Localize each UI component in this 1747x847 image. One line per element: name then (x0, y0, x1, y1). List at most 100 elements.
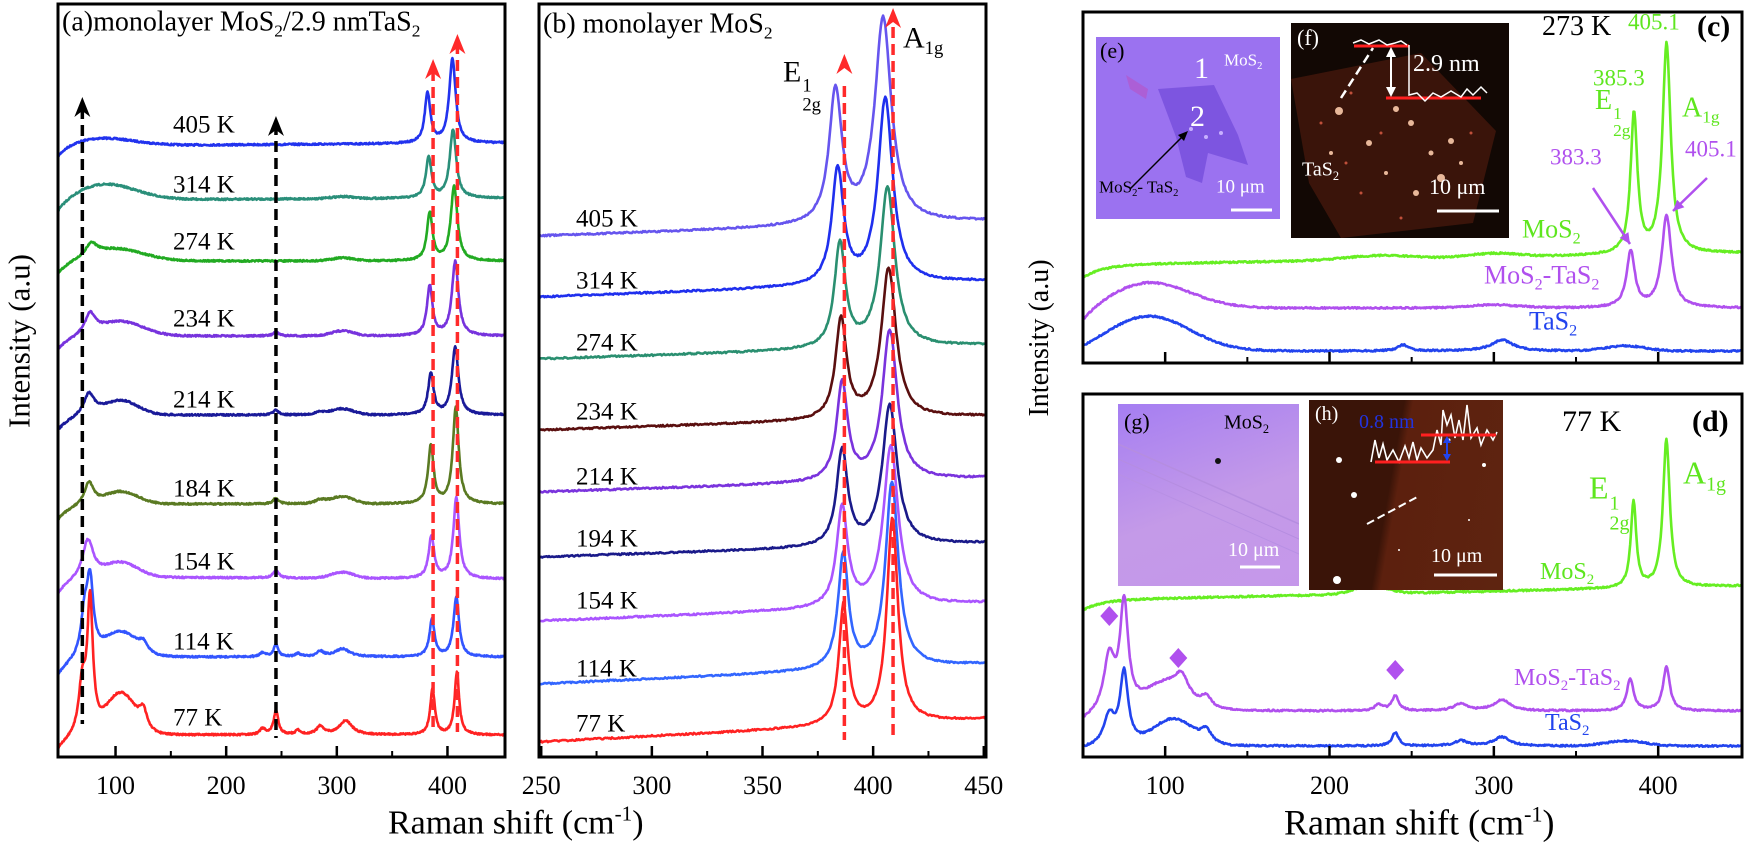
temperature-label: 154 K (576, 587, 638, 615)
mos2-a1g-value: 405.1 (1628, 9, 1680, 35)
inset-h-scale-label: 10 μm (1431, 545, 1483, 567)
spectrum-b-8 (539, 516, 986, 744)
spectrum-d-2 (1083, 666, 1742, 748)
x-tick-label: 400 (1638, 771, 1678, 800)
spectrum-a-0 (58, 56, 505, 158)
x-tick-label: 450 (964, 771, 1004, 800)
panel-c-e2g-label: E 1 2g (1595, 84, 1631, 140)
panel-c-a1g-label: A1g (1682, 92, 1720, 127)
x-tick-label: 200 (1310, 771, 1349, 800)
series-label-tas2-d: TaS2 (1545, 709, 1590, 740)
inset-g-scale-label: 10 μm (1228, 539, 1280, 561)
temperature-label: 214 K (576, 463, 638, 491)
guide-arrowhead-icon (74, 97, 91, 117)
y-axis-label-right: Intensity (a.u) (1024, 259, 1055, 417)
x-tick-label: 200 (206, 771, 246, 800)
annotation-arrow (1591, 187, 1632, 245)
temperature-label: 194 K (576, 525, 638, 553)
spectrum-a-8 (58, 588, 505, 750)
diamond-marker-icon (1386, 660, 1405, 680)
region-2-name: MoS2- TaS2 (1099, 177, 1179, 200)
spectrum-a-7 (58, 567, 505, 676)
series-label-mos2-d: MoS2 (1540, 558, 1595, 589)
series-label-tas2-c: TaS2 (1529, 306, 1578, 340)
spectrum-d-1 (1083, 593, 1742, 719)
mos2-e2g-value: 385.3 (1593, 65, 1645, 91)
inset-g-drawing (1118, 443, 1299, 569)
arrowhead-icon (1673, 199, 1685, 211)
hetero-a1g-value: 405.1 (1685, 136, 1737, 162)
spectrum-d-0 (1083, 437, 1742, 612)
panel-a-title: (a)monolayer MoS2/2.9 nmTaS2 (62, 6, 421, 41)
guide-arrowhead-icon (836, 54, 853, 74)
temperature-label: 154 K (173, 548, 235, 576)
panel-a-series (58, 56, 505, 750)
panel-d-label: (d) (1692, 405, 1729, 438)
step-height-0-8nm: 0.8 nm (1359, 411, 1415, 433)
inset-e-label: (e) (1100, 38, 1125, 63)
inset-g-label: (g) (1124, 409, 1150, 434)
spectrum-b-4 (539, 328, 986, 494)
temperature-label: 234 K (173, 305, 235, 333)
inset-h-label: (h) (1315, 403, 1339, 425)
panel-d-series (1083, 437, 1742, 748)
region-1-marker: 1 (1194, 52, 1209, 85)
x-tick-label: 300 (632, 771, 672, 800)
y-axis-label-left: Intensity (a.u) (1, 254, 37, 428)
x-tick-label: 100 (96, 771, 136, 800)
spectrum-c-2 (1083, 314, 1742, 353)
temperature-label: 184 K (173, 475, 235, 503)
x-tick-label: 100 (1145, 771, 1185, 800)
panel-b-frame (537, 2, 988, 759)
inset-f-afm-image: (f) 2.9 nm TaS2 10 μm (1291, 23, 1509, 238)
x-tick-label: 400 (427, 771, 467, 800)
panel-d-temperature: 77 K (1562, 405, 1622, 438)
spectrum-b-2 (539, 185, 986, 361)
a1g-label: A1g (903, 21, 944, 59)
spectrum-b-6 (539, 443, 986, 623)
spectrum-c-1 (1083, 213, 1742, 320)
spectrum-b-5 (539, 402, 986, 559)
temperature-label: 77 K (173, 704, 223, 732)
x-tick-label: 300 (1474, 771, 1514, 800)
spectrum-a-6 (58, 495, 505, 595)
guide-arrowhead-icon (267, 116, 284, 136)
guide-arrowhead-icon (885, 8, 902, 28)
spectrum-b-3 (539, 266, 986, 432)
inset-g-optical-image: (g) MoS2 10 μm (1118, 404, 1299, 586)
spectrum-c-0 (1083, 40, 1742, 280)
panel-c-temperature: 273 K (1542, 11, 1612, 42)
series-label-mos2-c: MoS2 (1522, 214, 1581, 248)
temperature-label: 77 K (576, 710, 626, 738)
inset-f-afm-drawing (1291, 39, 1499, 238)
x-tick-label: 400 (853, 771, 893, 800)
spectrum-b-0 (539, 14, 986, 238)
series-label-heterostructure-c: MoS2-TaS2 (1484, 260, 1600, 294)
guide-arrowhead-icon (449, 34, 466, 54)
temperature-label: 234 K (576, 398, 638, 426)
temperature-label: 114 K (576, 655, 637, 683)
diamond-marker-icon (1100, 606, 1119, 626)
spectrum-a-1 (58, 128, 505, 213)
inset-f-label: (f) (1297, 25, 1319, 50)
inset-e-optical-image: (e) 1 MoS2 2 MoS2- TaS2 10 μm (1096, 37, 1280, 219)
step-height-2-9nm: 2.9 nm (1413, 51, 1480, 77)
x-tick-label: 350 (743, 771, 782, 800)
series-label-heterostructure-d: MoS2-TaS2 (1514, 664, 1621, 695)
region-2-marker: 2 (1190, 100, 1205, 133)
panel-c-series (1083, 40, 1742, 353)
temperature-label: 314 K (173, 171, 235, 199)
inset-h-afm-image: (h) 0.8 nm 10 μm (1309, 400, 1503, 590)
region-1-name: MoS2 (1224, 50, 1263, 73)
inset-f-material: TaS2 (1302, 158, 1340, 183)
spectrum-a-3 (58, 259, 505, 350)
spectrum-b-1 (539, 95, 986, 299)
hetero-e2g-value: 383.3 (1550, 144, 1602, 170)
panel-b-title: (b) monolayer MoS2 (543, 8, 773, 43)
temperature-label: 114 K (173, 628, 234, 656)
panel-d-e2g-label: E 1 2g (1589, 469, 1630, 535)
diamond-marker-icon (1169, 648, 1188, 668)
spectrum-b-7 (539, 480, 986, 686)
